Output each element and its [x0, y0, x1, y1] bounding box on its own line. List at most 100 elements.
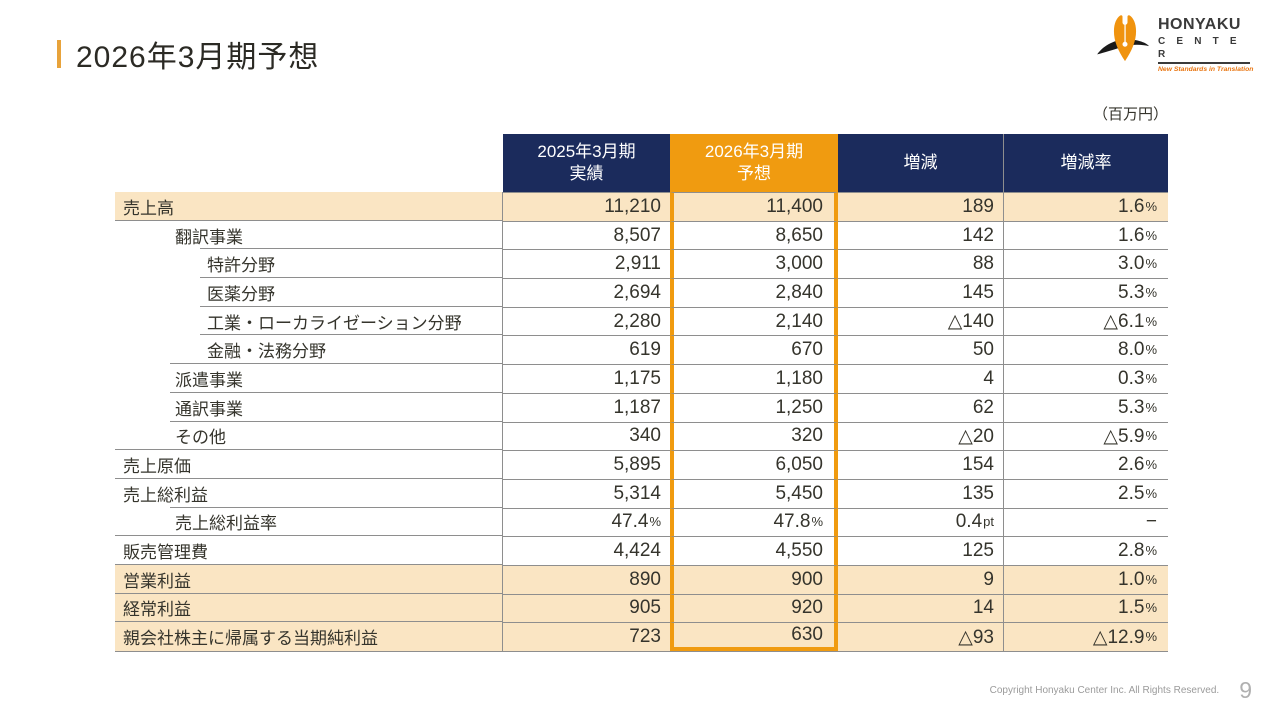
cell-change-rate: 1.5%: [1003, 593, 1168, 623]
cell-change-rate: △5.9%: [1003, 421, 1168, 451]
cell-forecast: 47.8%: [670, 507, 838, 537]
row-label-text: 通訳事業: [175, 399, 243, 419]
row-label-text: 販売管理費: [123, 543, 208, 563]
cell-actual: 5,314: [503, 478, 670, 508]
table-row: 売上総利益 5,314 5,450 135 2.5%: [115, 477, 1168, 508]
row-label-text: 売上総利益率: [175, 514, 277, 534]
table-row: 親会社株主に帰属する当期純利益 723 630 △93 △12.9%: [115, 621, 1168, 651]
cell-change: 125: [838, 536, 1003, 565]
table-row: 通訳事業 1,187 1,250 62 5.3%: [115, 391, 1168, 422]
honyaku-center-logo: HONYAKU C E N T E R New Standards in Tra…: [1096, 13, 1253, 73]
row-label-text: 金融・法務分野: [207, 342, 326, 362]
row-divider-line: [115, 592, 502, 594]
cell-forecast: 1,180: [670, 364, 838, 393]
row-label: その他: [115, 420, 503, 451]
page-title: 2026年3月期予想: [76, 41, 320, 74]
title-accent-bar: [57, 40, 61, 68]
row-label-text: 売上原価: [123, 457, 191, 477]
row-label-text: 特許分野: [207, 256, 275, 276]
page-number: 9: [1239, 677, 1252, 703]
cell-change-rate: 2.6%: [1003, 450, 1168, 479]
table-body: 売上高 11,210 11,400 189 1.6% 翻訳事業 8,507 8,650 142 1…: [115, 192, 1168, 652]
cell-change: 135: [838, 478, 1003, 508]
cell-forecast: 5,450: [670, 478, 838, 508]
cell-change: △20: [838, 421, 1003, 451]
cell-forecast: 2,140: [670, 306, 838, 336]
table-row: 派遣事業 1,175 1,180 4 0.3%: [115, 363, 1168, 393]
table-row: 金融・法務分野 619 670 50 8.0%: [115, 334, 1168, 365]
table-row: 工業・ローカライゼーション分野 2,280 2,140 △140 △6.1%: [115, 305, 1168, 336]
row-divider-line: [200, 248, 502, 250]
column-header-fy2025-actual: 2025年3月期 実績: [503, 134, 670, 192]
cell-change-rate: −: [1003, 507, 1168, 537]
cell-change: 189: [838, 192, 1003, 221]
cell-change: 88: [838, 249, 1003, 278]
row-label: 医薬分野: [115, 277, 503, 307]
cell-change: 4: [838, 364, 1003, 393]
cell-change: 9: [838, 564, 1003, 594]
cell-actual: 723: [503, 622, 670, 651]
row-label-text: 医薬分野: [207, 284, 275, 304]
cell-actual: 11,210: [503, 192, 670, 221]
cell-forecast: 1,250: [670, 392, 838, 422]
unit-label: （百万円）: [1092, 106, 1168, 123]
row-label-text: 売上高: [123, 198, 174, 218]
row-divider-line: [115, 477, 502, 479]
cell-forecast: 900: [670, 564, 838, 594]
cell-change: △140: [838, 306, 1003, 336]
table-row: 医薬分野 2,694 2,840 145 5.3%: [115, 277, 1168, 307]
table-row: 販売管理費 4,424 4,550 125 2.8%: [115, 535, 1168, 565]
cell-actual: 2,280: [503, 306, 670, 336]
row-divider-line: [200, 305, 502, 307]
row-label-text: 翻訳事業: [175, 227, 243, 247]
column-header-fy2026-forecast: 2026年3月期 予想: [670, 134, 838, 192]
table-row: 営業利益 890 900 9 1.0%: [115, 563, 1168, 594]
row-divider-line: [170, 363, 502, 365]
cell-actual: 2,911: [503, 249, 670, 278]
cell-forecast: 8,650: [670, 220, 838, 250]
row-label-text: 派遣事業: [175, 370, 243, 390]
row-divider-line: [170, 506, 502, 508]
cell-change-rate: 5.3%: [1003, 278, 1168, 307]
logo-name-second-line: C E N T E R: [1158, 35, 1241, 60]
row-divider-line: [200, 334, 502, 336]
forecast-table: 2025年3月期 実績 2026年3月期 予想 増減 増減率 売上高 11,210…: [115, 134, 1168, 652]
cell-actual: 1,175: [503, 364, 670, 393]
table-row: 経常利益 905 920 14 1.5%: [115, 592, 1168, 623]
cell-change: 50: [838, 335, 1003, 364]
row-label: 翻訳事業: [115, 219, 503, 250]
row-divider-line: [115, 449, 502, 451]
logo-text: HONYAKU C E N T E R New Standards in Tra…: [1158, 13, 1253, 73]
cell-change-rate: 2.5%: [1003, 478, 1168, 508]
cell-actual: 1,187: [503, 392, 670, 422]
cell-forecast: 4,550: [670, 536, 838, 565]
table-row: 特許分野 2,911 3,000 88 3.0%: [115, 248, 1168, 279]
row-divider-line: [115, 219, 502, 221]
cell-change: 142: [838, 220, 1003, 250]
cell-actual: 890: [503, 564, 670, 594]
table-row: 売上原価 5,895 6,050 154 2.6%: [115, 449, 1168, 479]
table-row: 翻訳事業 8,507 8,650 142 1.6%: [115, 219, 1168, 250]
cell-actual: 905: [503, 593, 670, 623]
cell-change: 14: [838, 593, 1003, 623]
row-label: 売上高: [115, 192, 503, 221]
cell-actual: 619: [503, 335, 670, 364]
row-label-text: 経常利益: [123, 600, 191, 620]
row-label: 売上原価: [115, 449, 503, 479]
cell-forecast: 2,840: [670, 278, 838, 307]
cell-change-rate: 0.3%: [1003, 364, 1168, 393]
cell-change: △93: [838, 622, 1003, 651]
cell-change-rate: 8.0%: [1003, 335, 1168, 365]
logo-name: HONYAKU: [1158, 16, 1241, 33]
cell-change-rate: 1.6%: [1003, 192, 1168, 221]
cell-change-rate: △12.9%: [1003, 622, 1168, 651]
row-divider-line: [170, 420, 502, 422]
table-row: その他 340 320 △20 △5.9%: [115, 420, 1168, 451]
cell-actual: 2,694: [503, 278, 670, 307]
title-block: 2026年3月期予想: [57, 32, 319, 76]
row-label-text: その他: [175, 428, 226, 448]
cell-change-rate: 5.3%: [1003, 392, 1168, 422]
logo-divider: [1158, 61, 1250, 64]
table-row: 売上高 11,210 11,400 189 1.6%: [115, 192, 1168, 221]
